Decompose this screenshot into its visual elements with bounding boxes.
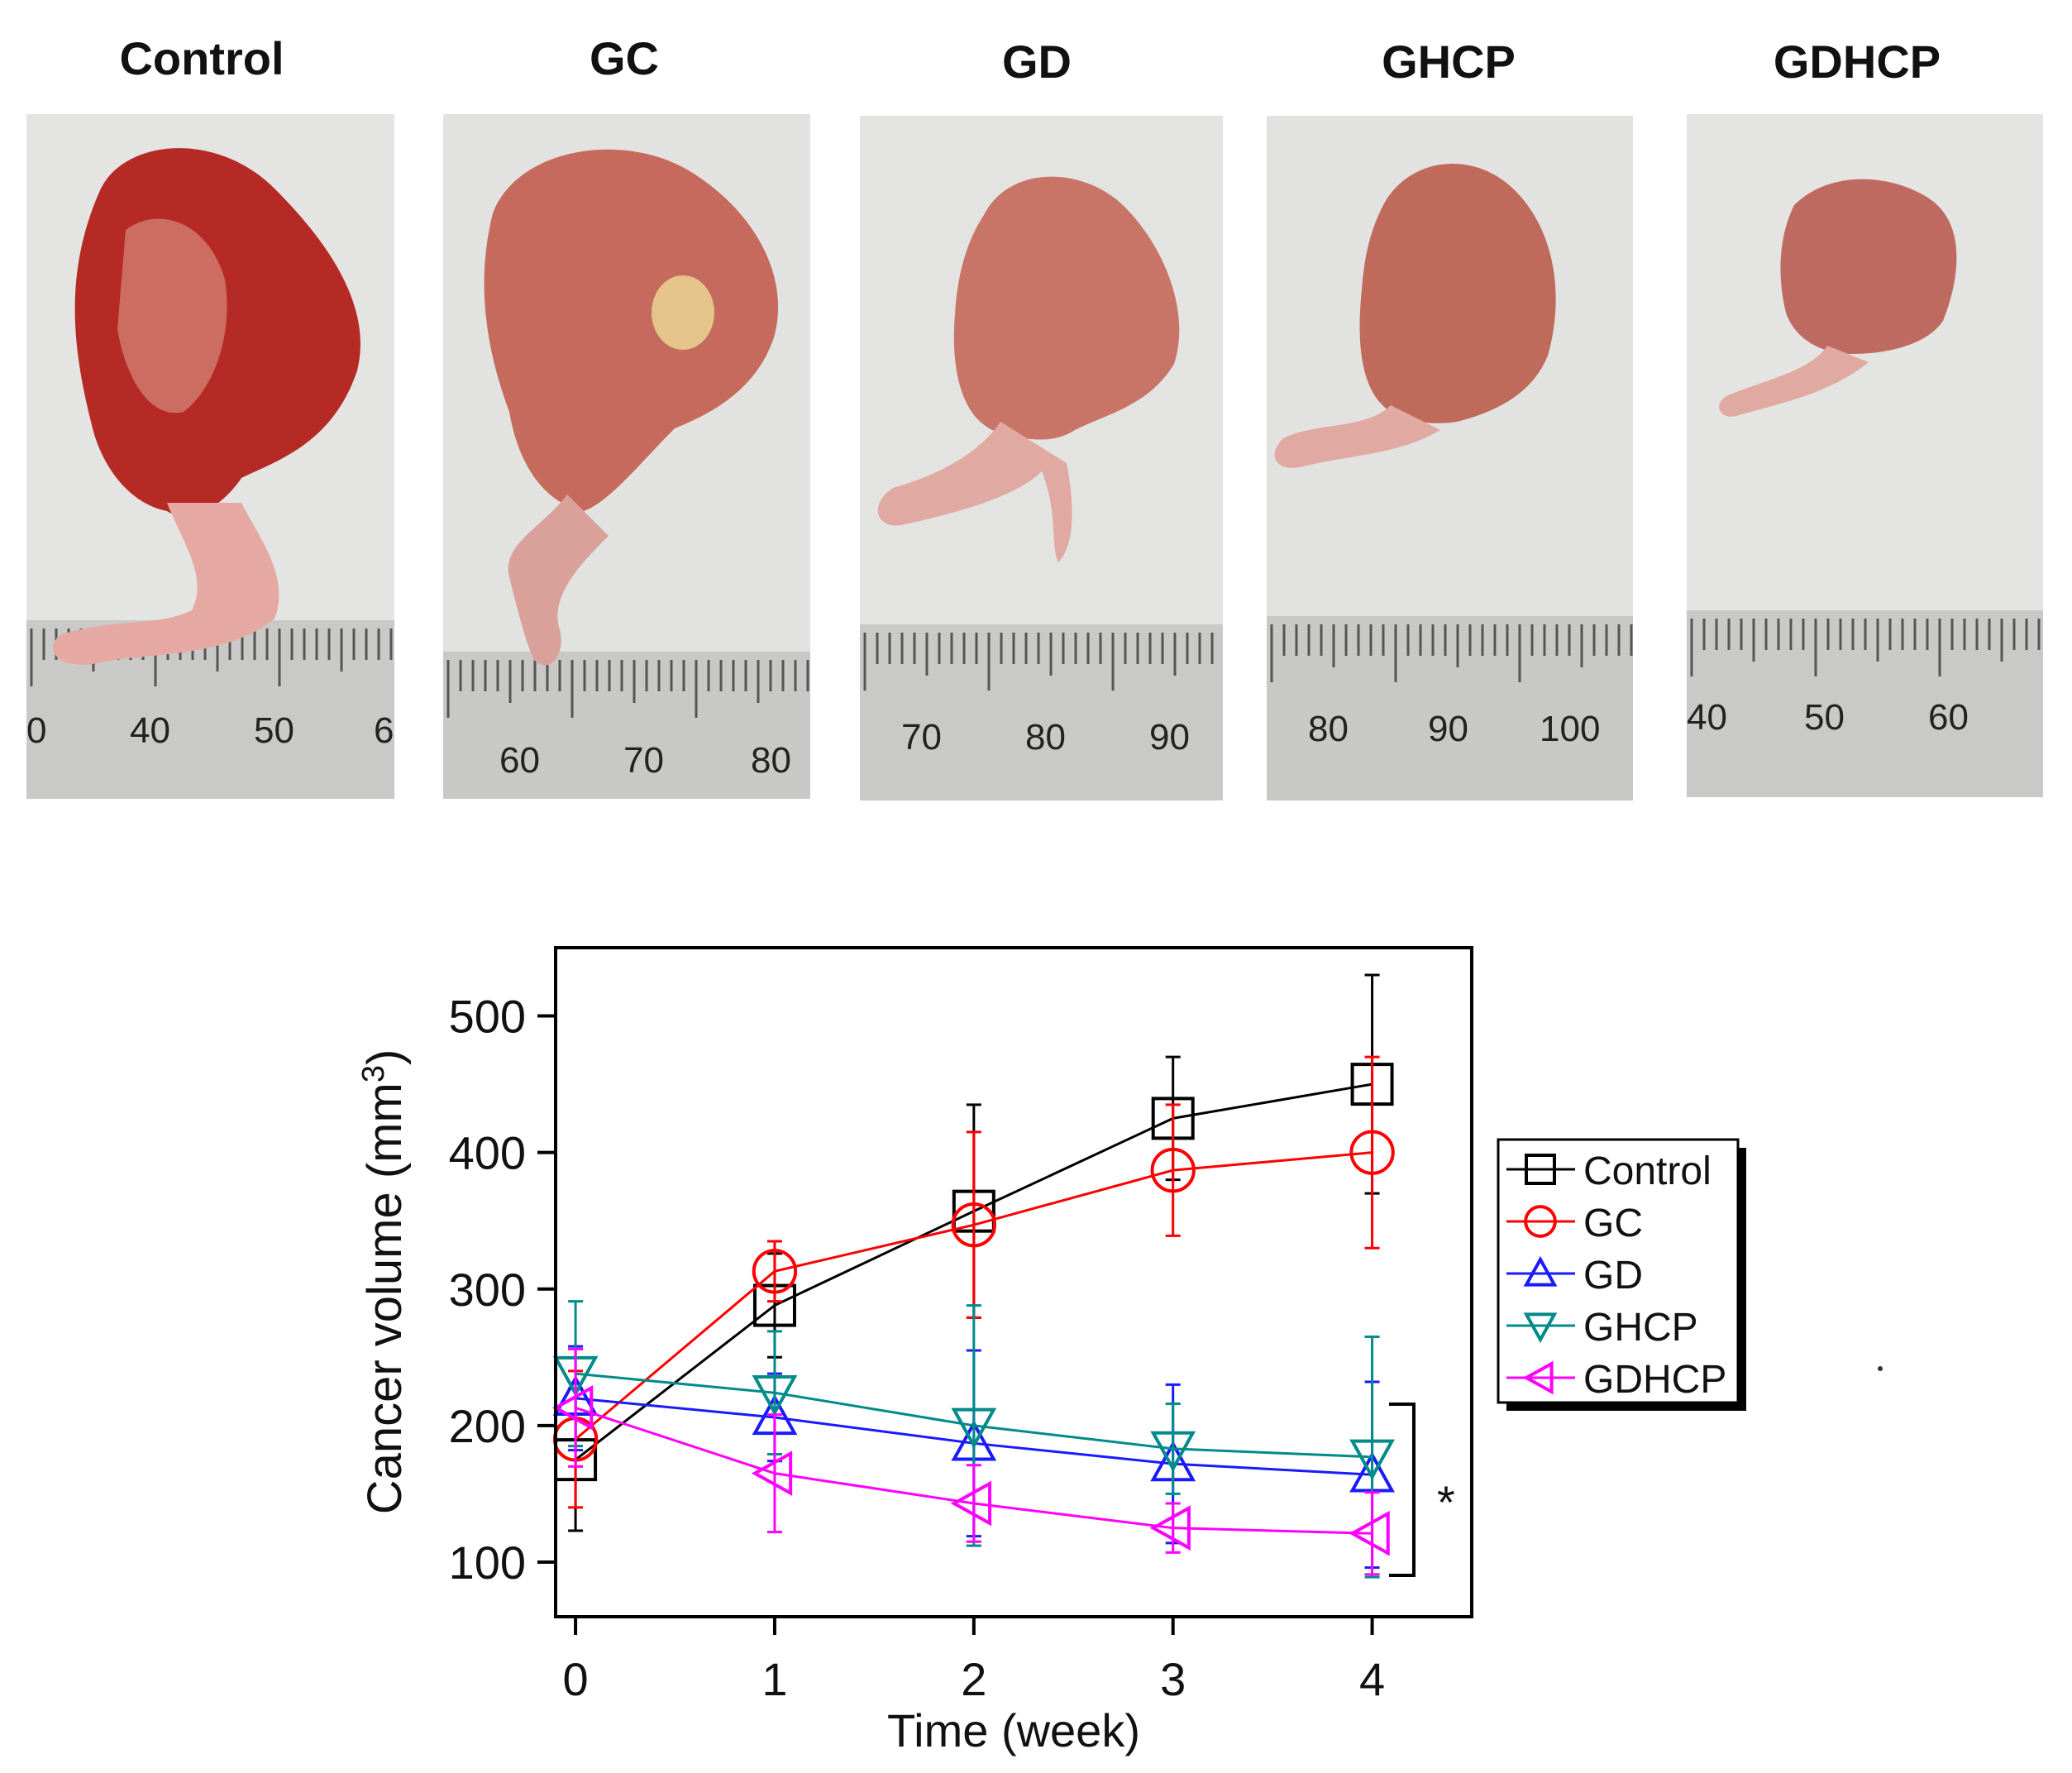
legend-label-control: Control [1583,1149,1712,1193]
ruler-ticks [863,633,1214,691]
legend-marker-control [1525,1154,1556,1185]
tissue-stem [1719,346,1869,417]
y-axis-label-main: Cancer volume (mm [358,1082,412,1514]
x-tick-label: 1 [761,1653,787,1705]
tumor-photo-gdhcp: 40 50 60 [1687,114,2043,797]
y-axis-label: Cancer volume (mm3) [356,1049,412,1515]
data-point-gdhcp [950,1480,992,1527]
tissue-stem [1274,405,1440,468]
ruler-label: 60 [499,740,540,781]
ruler-label: 40 [1687,697,1727,738]
ruler-ticks [1690,619,2041,676]
tumor-highlight [117,218,227,413]
legend-label-gdhcp: GDHCP [1583,1358,1726,1402]
panel-title-ghcp: GHCP [1382,36,1516,88]
panel-title-gc: GC [590,32,659,84]
y-axis-label-close: ) [358,1049,412,1065]
tumor-shape [1780,179,1957,354]
ruler-label: 80 [751,740,791,781]
tumor-photo-gd: 70 80 90 [860,116,1223,800]
tumor-shape [484,149,779,511]
tumor-shape [953,176,1180,440]
ruler-ticks [1270,624,1633,682]
y-tick-label: 500 [449,991,526,1043]
data-point-gc [1349,1130,1395,1175]
significance-bracket [1389,1403,1416,1577]
data-point-gdhcp [751,1450,793,1497]
data-point-gc [1150,1147,1196,1193]
tumor-photo-control: 0 40 50 6 [26,114,394,799]
tumor-shape [1359,163,1556,423]
legend-marker-gd [1523,1255,1558,1287]
ruler-label: 90 [1428,709,1468,749]
series-gdhcp [551,1347,1390,1576]
legend-marker-ghcp [1523,1312,1558,1344]
ruler-label: 50 [1804,697,1845,738]
ruler-label: 40 [130,710,170,751]
legend-label-ghcp: GHCP [1583,1306,1698,1350]
legend-marker-gc [1524,1205,1557,1238]
ruler-label: 0 [26,710,46,751]
x-tick-label: 4 [1359,1653,1385,1705]
ruler-label: 70 [623,740,664,781]
tissue-stem [508,495,609,666]
y-tick-label: 300 [449,1264,526,1316]
panel-title-gd: GD [1002,36,1072,88]
ruler [1267,616,1633,800]
ruler [443,652,810,799]
ruler-label: 80 [1308,709,1349,749]
y-tick-label: 400 [449,1127,526,1179]
significance-asterisk: * [1437,1476,1455,1528]
ruler-label: 6 [374,710,394,751]
x-tick-label: 2 [961,1653,986,1705]
data-point-gc [752,1249,798,1294]
y-tick-label: 100 [449,1536,526,1589]
data-point-gdhcp [551,1384,594,1431]
panel-title-gdhcp: GDHCP [1773,36,1941,88]
data-point-ghcp [1150,1431,1196,1473]
ruler-label: 100 [1540,709,1600,749]
data-point-gc [951,1202,997,1248]
ruler-label: 50 [254,710,294,751]
ruler-label: 60 [1928,697,1969,738]
plot-frame [554,946,1473,1618]
data-point-ghcp [752,1375,798,1417]
panel-title-control: Control [119,32,284,84]
ruler-label: 90 [1149,717,1190,757]
x-tick-label: 3 [1160,1653,1186,1705]
data-point-gdhcp [1149,1505,1191,1551]
data-point-ghcp [1349,1439,1395,1480]
legend-label-gc: GC [1583,1202,1643,1245]
tissue-stem [877,422,1072,562]
legend-label-gd: GD [1583,1254,1643,1297]
ruler-ticks [446,660,809,718]
y-tick-label: 200 [449,1400,526,1452]
legend-marker-gdhcp [1522,1360,1554,1395]
tumor-highlight [652,275,714,350]
ruler-label: 80 [1025,717,1066,757]
x-axis-label: Time (week) [887,1704,1140,1756]
stray-dot [1878,1366,1883,1371]
data-point-ghcp [951,1407,997,1449]
y-axis-label-superscript: 3 [356,1065,391,1082]
x-tick-label: 0 [563,1653,589,1705]
tissue-stem [53,503,279,665]
ruler-label: 70 [901,717,942,757]
data-point-gdhcp [1349,1510,1390,1556]
tumor-photo-ghcp: 80 90 100 [1267,116,1633,800]
tumor-photo-gc: 60 70 80 [443,114,810,799]
